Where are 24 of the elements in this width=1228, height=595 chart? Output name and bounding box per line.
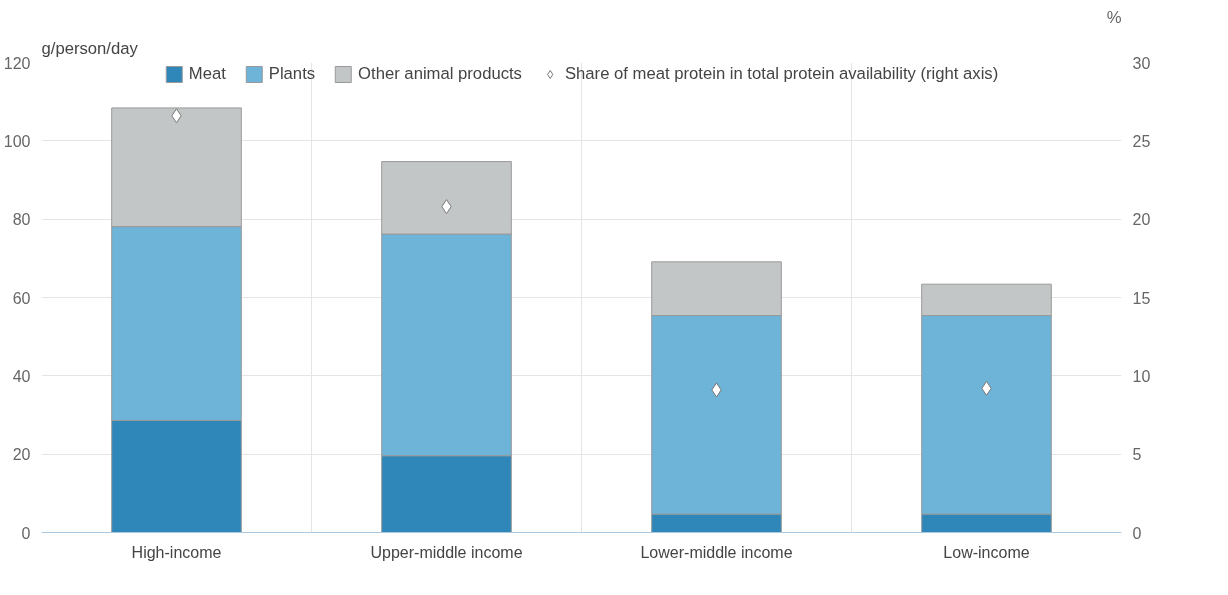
y-tick-label: 60 (12, 289, 31, 307)
legend-label: Other animal products (358, 64, 522, 84)
x-tick-label: Upper-middle income (370, 543, 523, 561)
y2-tick-label: 20 (1132, 211, 1151, 229)
y2-axis-title: % (1106, 7, 1122, 27)
y2-tick-label: 30 (1132, 54, 1151, 72)
x-tick-label: High-income (131, 543, 222, 561)
legend-label: Plants (268, 64, 316, 84)
y2-tick-label: 5 (1132, 446, 1142, 464)
y-tick-label: 80 (12, 211, 31, 229)
y2-tick-label: 0 (1132, 524, 1142, 542)
y-tick-label: 20 (12, 446, 31, 464)
legend-label: Share of meat protein in total protein availability (right axis) (564, 64, 999, 84)
y-tick-label: 40 (12, 367, 31, 385)
y2-tick-label: 10 (1132, 367, 1151, 385)
y-tick-label: 120 (3, 54, 31, 72)
legend-label: Meat (188, 64, 226, 84)
x-tick-label: Low-income (943, 543, 1030, 561)
y-tick-label: 100 (3, 132, 31, 150)
y2-tick-label: 25 (1132, 132, 1151, 150)
y-axis-title: g/person/day (41, 38, 139, 58)
x-tick-label: Lower-middle income (640, 543, 793, 561)
y-tick-label: 0 (21, 524, 31, 542)
y2-tick-label: 15 (1132, 289, 1151, 307)
